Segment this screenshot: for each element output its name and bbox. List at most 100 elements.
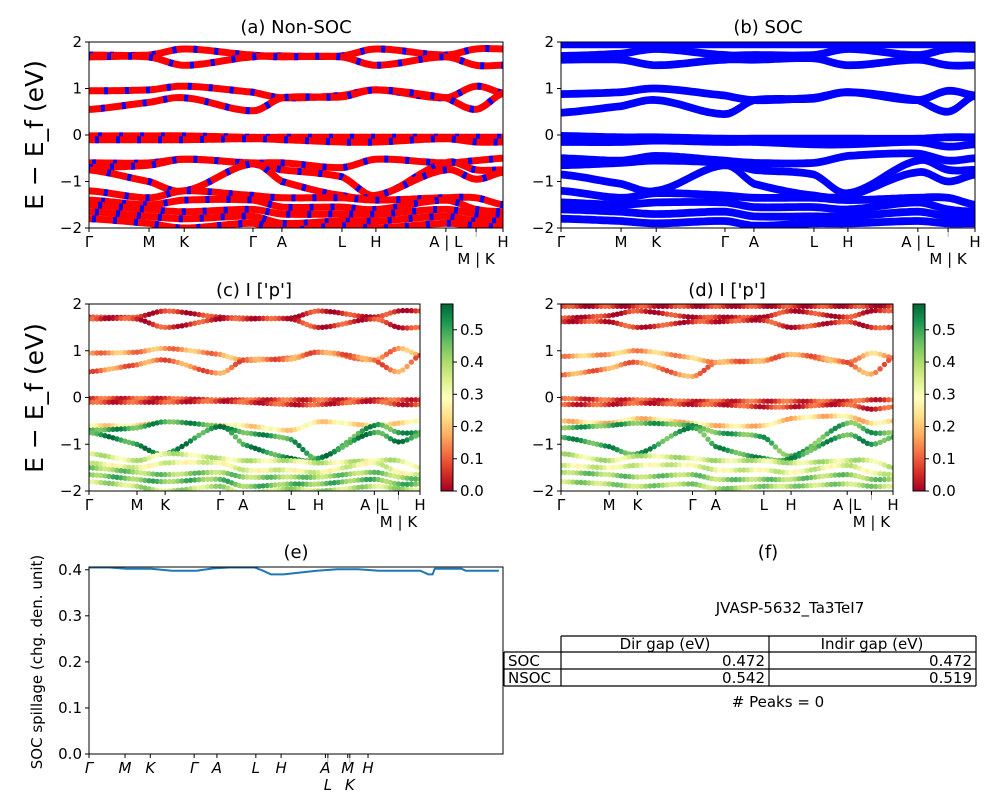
scatter-point <box>852 433 858 439</box>
scatter-point <box>590 423 596 430</box>
scatter-point <box>717 401 723 408</box>
scatter-point <box>828 402 834 408</box>
scatter-point <box>566 401 572 408</box>
scatter-point <box>200 470 206 476</box>
scatter-point <box>881 471 888 477</box>
scatter-point <box>304 397 310 403</box>
scatter-point <box>400 470 406 476</box>
scatter-point <box>166 357 173 364</box>
scatter-point <box>796 308 802 314</box>
scatter-point <box>816 443 822 449</box>
scatter-point <box>566 479 572 485</box>
scatter-point <box>626 348 632 354</box>
scatter-point <box>150 399 156 405</box>
scatter-point <box>562 304 568 309</box>
scatter-point <box>114 350 120 356</box>
scatter-point <box>776 404 783 410</box>
scatter-point <box>102 350 108 356</box>
scatter-point <box>566 371 572 377</box>
scatter-point <box>367 460 373 466</box>
scatter-point <box>784 460 790 466</box>
scatter-point <box>232 488 239 491</box>
scatter-point <box>729 423 735 429</box>
xtick-label: A |L <box>833 496 862 514</box>
scatter-point <box>562 353 568 359</box>
scatter-point <box>292 481 298 487</box>
scatter-point <box>578 470 584 476</box>
scatter-point <box>677 454 683 461</box>
scatter-point <box>737 476 743 483</box>
scatter-point <box>873 476 879 483</box>
scatter-point <box>126 395 132 402</box>
scatter-point <box>574 470 580 476</box>
scatter-point <box>296 402 302 408</box>
scatter-point <box>836 319 842 325</box>
scatter-point <box>413 401 419 408</box>
scatter-point <box>379 431 386 437</box>
ytick-label: −2 <box>532 482 554 500</box>
scatter-point <box>319 324 326 330</box>
scatter-point <box>90 399 96 405</box>
scatter-point <box>701 304 707 309</box>
scatter-point <box>94 479 100 485</box>
scatter-point <box>225 315 231 321</box>
scatter-point <box>292 439 298 445</box>
scatter-point <box>784 469 790 476</box>
scatter-point <box>664 436 670 442</box>
scatter-point <box>693 318 699 325</box>
band-line <box>561 217 975 228</box>
scatter-point <box>848 398 854 404</box>
scatter-point <box>804 449 810 455</box>
scatter-point <box>417 464 420 471</box>
scatter-point <box>796 324 802 330</box>
scatter-point <box>264 356 270 362</box>
scatter-point <box>725 402 731 408</box>
scatter-point <box>800 483 806 489</box>
scatter-point <box>225 426 231 432</box>
scatter-point <box>339 472 346 478</box>
scatter-point <box>359 422 365 428</box>
scatter-point <box>820 398 826 404</box>
scatter-point <box>134 395 140 402</box>
scatter-point <box>114 467 120 473</box>
scatter-point <box>566 304 572 309</box>
scatter-point <box>860 425 866 432</box>
scatter-point <box>672 454 679 460</box>
scatter-point <box>102 461 108 468</box>
scatter-point <box>886 463 892 470</box>
scatter-point <box>824 473 830 479</box>
scatter-point <box>749 467 755 473</box>
scatter-point <box>98 367 104 374</box>
scatter-point <box>824 431 830 437</box>
scatter-point <box>594 352 600 358</box>
scatter-point <box>594 367 600 373</box>
scatter-point <box>668 401 674 407</box>
xtick-label: H <box>362 759 373 777</box>
scatter-point <box>371 316 377 322</box>
scatter-point <box>890 308 893 314</box>
scatter-point <box>166 471 173 478</box>
scatter-point <box>268 397 274 403</box>
scatter-point <box>106 423 112 429</box>
scatter-point <box>681 462 687 468</box>
scatter-point <box>248 458 254 464</box>
scatter-point <box>860 397 866 403</box>
scatter-point <box>873 420 879 426</box>
scatter-point <box>630 416 636 422</box>
scatter-point <box>363 316 369 323</box>
scatter-point <box>741 358 747 364</box>
scatter-point <box>118 481 124 488</box>
scatter-point <box>179 443 185 450</box>
scatter-point <box>655 482 662 489</box>
scatter-point <box>268 482 274 488</box>
scatter-point <box>701 432 707 438</box>
scatter-point <box>647 473 653 480</box>
scatter-point <box>134 399 140 405</box>
ytick-label: 0.1 <box>58 699 82 717</box>
scatter-point <box>225 456 231 462</box>
scatter-point <box>638 308 645 314</box>
scatter-point <box>400 325 406 331</box>
scatter-point <box>391 480 398 487</box>
scatter-point <box>208 350 215 357</box>
scatter-point <box>110 462 116 469</box>
